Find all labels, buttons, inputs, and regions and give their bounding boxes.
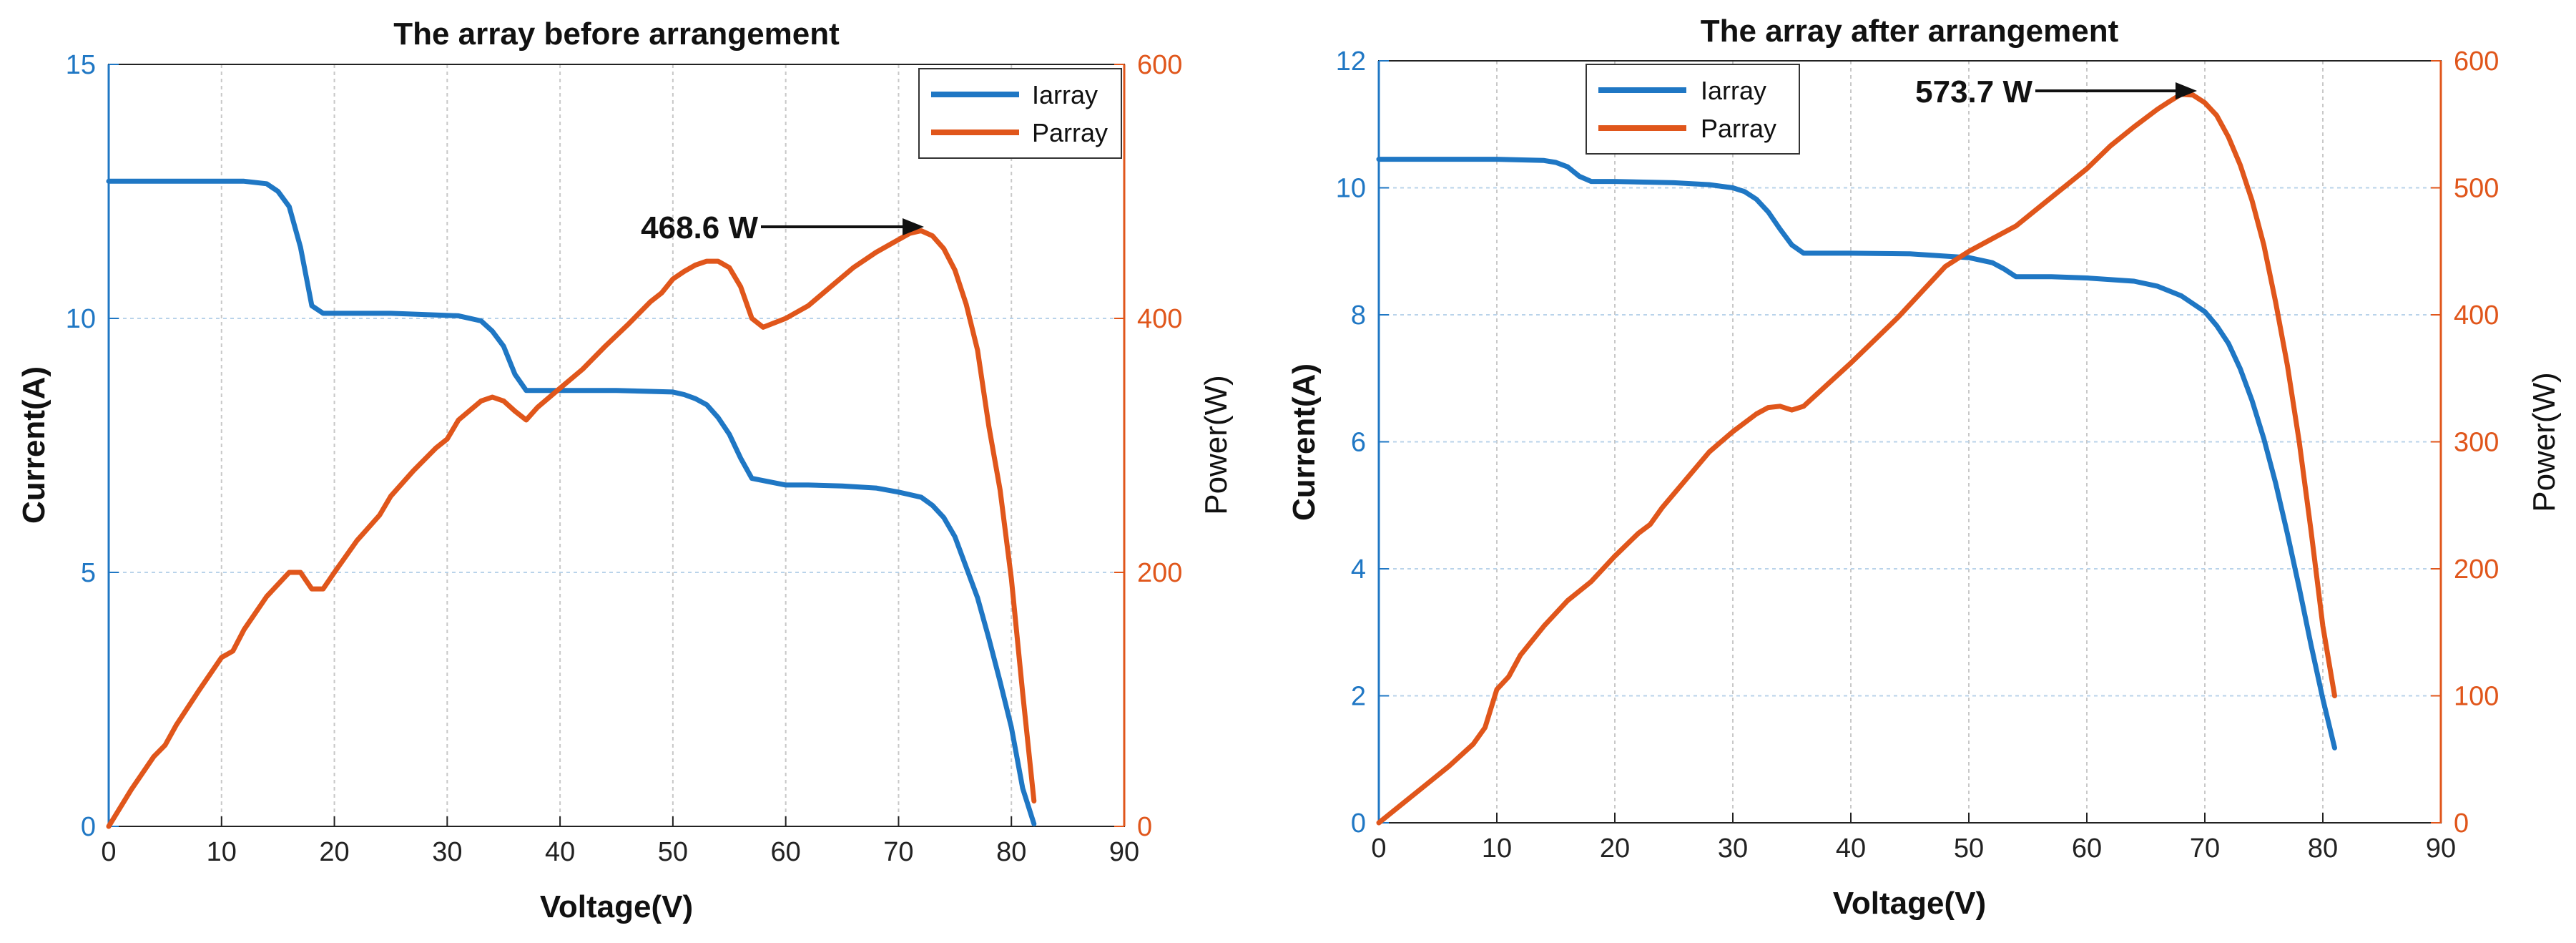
- series: [1376, 92, 2337, 826]
- x-tick-label: 30: [1718, 834, 1748, 864]
- x-tick-label: 90: [1109, 837, 1139, 867]
- series-line-iarray: [1376, 157, 2337, 751]
- annotation-arrowhead: [2176, 82, 2197, 99]
- series-line-parray: [1376, 92, 2337, 826]
- x-tick-label: 20: [1600, 834, 1630, 864]
- chart-before-arrangement: The array before arrangement 0 10 20 30 40 50…: [16, 16, 1234, 924]
- y-left-tick-label: 4: [1351, 554, 1366, 585]
- x-tick-label: 10: [1482, 834, 1512, 864]
- y-left-tick-label: 0: [81, 812, 96, 842]
- y-right-tick-label: 400: [2454, 301, 2499, 331]
- chart-after-arrangement: The array after arrangement 0 10 20 30 40 50 6…: [1287, 14, 2562, 921]
- axes-box: [108, 64, 1125, 827]
- x-tick-label: 70: [883, 837, 913, 867]
- legend: Iarray Parray: [1586, 64, 1800, 155]
- y-left-tick-label: 15: [66, 50, 96, 80]
- y-left-tick-label: 6: [1351, 428, 1366, 458]
- y-left-axis-label: Current(A): [16, 366, 51, 524]
- series-line-parray: [106, 228, 1037, 829]
- y-left-tick-label: 10: [1336, 174, 1366, 204]
- legend-box: [1586, 64, 1800, 155]
- chart-title: The array after arrangement: [1701, 14, 2119, 49]
- y-right-tick-label: 600: [1137, 50, 1182, 80]
- y-left-tick-label: 0: [1351, 808, 1366, 839]
- legend-label-iarray: Iarray: [1032, 80, 1098, 109]
- x-tick-label: 20: [319, 837, 349, 867]
- series: [106, 178, 1037, 829]
- x-tick-label: 10: [207, 837, 237, 867]
- y-right-axis-label: Power(W): [2527, 372, 2562, 512]
- y-right-tick-label: 200: [2454, 554, 2499, 585]
- legend: Iarray Parray: [918, 68, 1122, 159]
- y-right-tick-label: 500: [2454, 174, 2499, 204]
- legend-label-parray: Parray: [1701, 114, 1776, 143]
- x-axis-label: Voltage(V): [540, 889, 693, 924]
- x-tick-label: 80: [996, 837, 1026, 867]
- annotation: 573.7 W: [1915, 74, 2197, 109]
- series-line-iarray: [106, 178, 1037, 826]
- y-left-tick-label: 2: [1351, 682, 1366, 712]
- y-left-tick-label: 10: [66, 304, 96, 334]
- y-right-axis-label: Power(W): [1199, 375, 1234, 515]
- y-right-tick-label: 200: [1137, 558, 1182, 588]
- y-left-tick-label: 12: [1336, 47, 1366, 77]
- grid: [1379, 61, 2441, 823]
- x-tick-label: 60: [2072, 834, 2102, 864]
- x-tick-label: 70: [2190, 834, 2220, 864]
- x-tick-label: 0: [101, 837, 116, 867]
- x-tick-label: 30: [432, 837, 462, 867]
- y-right-tick-label: 300: [2454, 428, 2499, 458]
- grid: [109, 64, 1124, 826]
- x-tick-label: 80: [2308, 834, 2338, 864]
- y-right-tick-label: 0: [2454, 808, 2469, 839]
- y-right-tick-label: 400: [1137, 304, 1182, 334]
- chart-title: The array before arrangement: [393, 16, 840, 52]
- x-tick-label: 40: [1836, 834, 1866, 864]
- x-tick-label: 60: [771, 837, 801, 867]
- ticks: 0 10 20 30 40 50 60 70 80 90024681012010020030040…: [1336, 47, 2499, 864]
- x-axis-label: Voltage(V): [1833, 886, 1986, 921]
- y-right-tick-label: 0: [1137, 812, 1152, 842]
- legend-label-iarray: Iarray: [1701, 76, 1766, 105]
- y-left-tick-label: 8: [1351, 301, 1366, 331]
- y-right-tick-label: 600: [2454, 47, 2499, 77]
- x-tick-label: 50: [658, 837, 688, 867]
- x-tick-label: 90: [2426, 834, 2456, 864]
- annotation-arrowhead: [903, 218, 924, 235]
- y-right-tick-label: 100: [2454, 682, 2499, 712]
- x-tick-label: 40: [545, 837, 575, 867]
- x-tick-label: 50: [1954, 834, 1984, 864]
- y-left-axis-label: Current(A): [1287, 363, 1322, 521]
- annotation-label: 468.6 W: [641, 210, 758, 245]
- legend-label-parray: Parray: [1032, 118, 1108, 147]
- annotation-label: 573.7 W: [1915, 74, 2032, 109]
- annotation: 468.6 W: [641, 210, 924, 245]
- legend-box: [918, 68, 1122, 159]
- x-tick-label: 0: [1371, 834, 1386, 864]
- y-left-tick-label: 5: [81, 558, 96, 588]
